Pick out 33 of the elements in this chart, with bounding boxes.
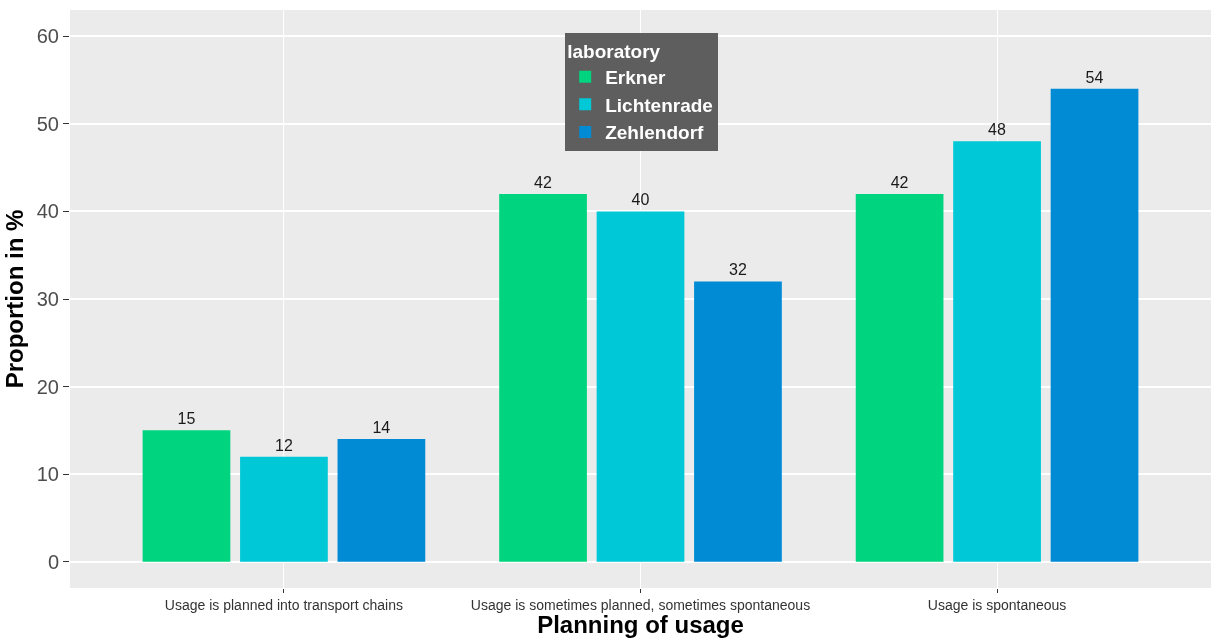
legend-title: laboratory bbox=[567, 40, 661, 62]
y-tick-label: 10 bbox=[36, 463, 59, 486]
x-tick-label: Usage is sometimes planned, sometimes spontaneous bbox=[470, 596, 811, 613]
data-label: 42 bbox=[890, 173, 909, 191]
bar bbox=[499, 193, 587, 562]
data-label: 32 bbox=[729, 261, 747, 279]
data-label: 40 bbox=[631, 191, 650, 209]
data-label: 54 bbox=[1085, 68, 1104, 86]
bar bbox=[240, 456, 328, 562]
y-tick-label: 40 bbox=[36, 200, 59, 223]
data-label: 48 bbox=[988, 121, 1007, 139]
legend-label: Erkner bbox=[605, 67, 666, 89]
bar bbox=[337, 439, 426, 562]
y-axis-title: Proportion in % bbox=[0, 209, 28, 389]
y-tick-label: 60 bbox=[36, 25, 59, 48]
bar bbox=[1050, 88, 1139, 562]
legend-label: Lichtenrade bbox=[605, 94, 713, 116]
data-label: 15 bbox=[177, 410, 196, 428]
bar bbox=[855, 193, 944, 562]
bar bbox=[596, 211, 685, 562]
bar bbox=[953, 141, 1041, 562]
y-tick-label: 50 bbox=[36, 112, 59, 135]
data-label: 12 bbox=[274, 436, 293, 454]
y-tick-label: 30 bbox=[36, 288, 59, 310]
y-tick-label: 20 bbox=[36, 375, 59, 398]
data-label: 14 bbox=[372, 419, 391, 437]
x-tick-label: Usage is planned into transport chains bbox=[164, 596, 404, 613]
y-tick-label: 0 bbox=[47, 550, 59, 573]
legend-label: Zehlendorf bbox=[605, 122, 705, 144]
bar bbox=[142, 430, 231, 562]
data-label: 42 bbox=[534, 173, 552, 191]
x-tick-label: Usage is spontaneous bbox=[927, 596, 1067, 613]
bar bbox=[694, 281, 782, 562]
